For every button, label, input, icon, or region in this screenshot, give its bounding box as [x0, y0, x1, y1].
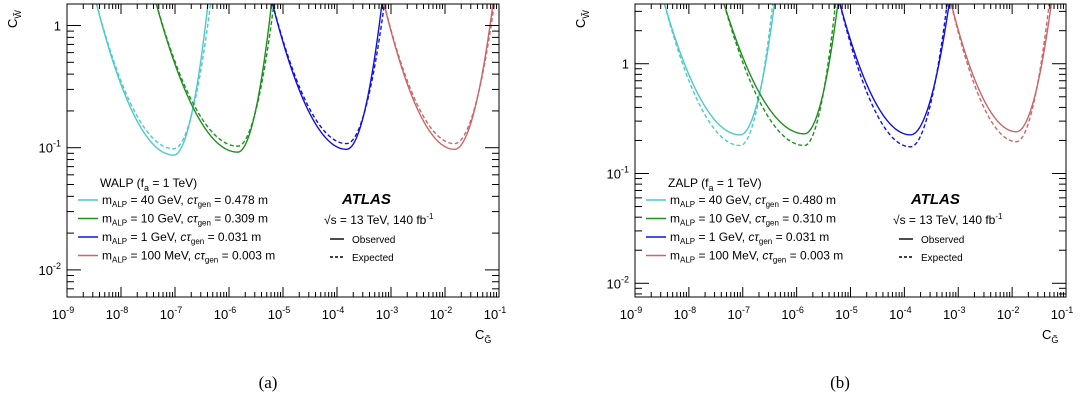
legend-title: WALP (fa = 1 TeV) — [100, 176, 197, 193]
x-tick-label: 10-1 — [484, 305, 506, 322]
curve-observed-0 — [95, 4, 209, 156]
y-axis-title: CW̃ — [5, 10, 23, 28]
x-tick-label: 10-3 — [943, 305, 965, 322]
curve-observed-1 — [155, 4, 273, 153]
x-tick-label: 10-6 — [214, 305, 236, 322]
x-tick-label: 10-9 — [52, 305, 74, 322]
x-tick-label: 10-4 — [322, 305, 344, 322]
atlas-label: ATLAS — [910, 191, 960, 208]
legend-entry-1: mALP = 10 GeV, cτgen = 0.310 m — [670, 212, 836, 228]
legend-title: ZALP (fa = 1 TeV) — [668, 176, 762, 193]
y-tick-label: 10-2 — [607, 274, 629, 291]
x-tick-label: 10-7 — [160, 305, 182, 322]
x-tick-label: 10-2 — [430, 305, 452, 322]
legend-entry-0: mALP = 40 GeV, cτgen = 0.478 m — [102, 193, 268, 209]
panel-a-caption: (a) — [259, 373, 278, 392]
curve-observed-0 — [663, 4, 776, 136]
curve-expected-1 — [155, 4, 275, 147]
panel-a: 10-9 10-8 10-7 10-6 10-5 10-4 10-3 10-2 10-1 10-2… — [5, 3, 506, 345]
panel-b-caption: (b) — [830, 373, 850, 392]
atlas-energy: √s = 13 TeV, 140 fb-1 — [893, 212, 1003, 227]
curve-expected-2 — [271, 4, 386, 145]
curve-expected-3 — [950, 4, 1050, 143]
x-tick-label: 10-3 — [376, 305, 398, 322]
legend-entry-3: mALP = 100 MeV, cτgen = 0.003 m — [102, 249, 275, 265]
panel-a-legend: WALP (fa = 1 TeV)mALP = 40 GeV, cτgen = … — [78, 176, 434, 265]
panel-b-curves — [663, 4, 1052, 148]
curve-observed-3 — [950, 4, 1052, 133]
expected-label: Expected — [921, 253, 963, 264]
atlas-energy: √s = 13 TeV, 140 fb-1 — [324, 212, 434, 227]
x-tick-label: 10-5 — [835, 305, 857, 322]
x-tick-label: 10-8 — [674, 305, 696, 322]
y-axis-title: CW̃ — [573, 10, 591, 28]
y-tick-label: 1 — [622, 57, 629, 72]
y-tick-label: 1 — [54, 19, 61, 34]
y-tick-label: 10-1 — [607, 165, 629, 182]
curve-expected-0 — [663, 4, 774, 147]
curve-observed-1 — [723, 4, 839, 135]
x-tick-label: 10-7 — [728, 305, 750, 322]
expected-label: Expected — [352, 253, 394, 264]
x-tick-label: 10-4 — [889, 305, 911, 322]
panel-b-axes: 10-9 10-8 10-7 10-6 10-5 10-4 10-3 10-2 10-1 10-2… — [573, 4, 1073, 345]
panel-b: 10-9 10-8 10-7 10-6 10-5 10-4 10-3 10-2 10-1 10-2… — [573, 3, 1073, 345]
x-tick-label: 10-1 — [1051, 305, 1073, 322]
panel-a-axes: 10-9 10-8 10-7 10-6 10-5 10-4 10-3 10-2 10-1 10-2… — [5, 4, 506, 345]
legend-entry-3: mALP = 100 MeV, cτgen = 0.003 m — [670, 249, 843, 265]
x-tick-label: 10-5 — [268, 305, 290, 322]
curve-observed-3 — [383, 4, 494, 151]
x-tick-label: 10-6 — [781, 305, 803, 322]
curve-expected-2 — [839, 4, 948, 148]
panel-b-legend: ZALP (fa = 1 TeV)mALP = 40 GeV, cτgen = … — [646, 176, 1003, 265]
curve-observed-2 — [839, 4, 950, 136]
atlas-label: ATLAS — [341, 191, 391, 208]
x-axis-title: CG̃ — [475, 327, 491, 345]
x-tick-label: 10-2 — [997, 305, 1019, 322]
y-tick-label: 10-2 — [39, 261, 61, 278]
panel-a-curves — [95, 4, 496, 156]
curve-observed-2 — [271, 4, 383, 151]
curve-expected-0 — [95, 4, 212, 150]
legend-entry-1: mALP = 10 GeV, cτgen = 0.309 m — [102, 212, 268, 228]
x-tick-label: 10-9 — [620, 305, 642, 322]
legend-entry-0: mALP = 40 GeV, cτgen = 0.480 m — [670, 193, 836, 209]
legend-entry-2: mALP = 1 GeV, cτgen = 0.031 m — [670, 230, 829, 246]
observed-label: Observed — [352, 235, 395, 246]
x-tick-label: 10-8 — [106, 305, 128, 322]
curve-expected-1 — [723, 4, 837, 147]
y-tick-label: 10-1 — [39, 139, 61, 156]
x-axis-title: CG̃ — [1042, 327, 1058, 345]
curve-expected-3 — [383, 4, 496, 145]
observed-label: Observed — [921, 235, 964, 246]
legend-entry-2: mALP = 1 GeV, cτgen = 0.031 m — [102, 230, 261, 246]
